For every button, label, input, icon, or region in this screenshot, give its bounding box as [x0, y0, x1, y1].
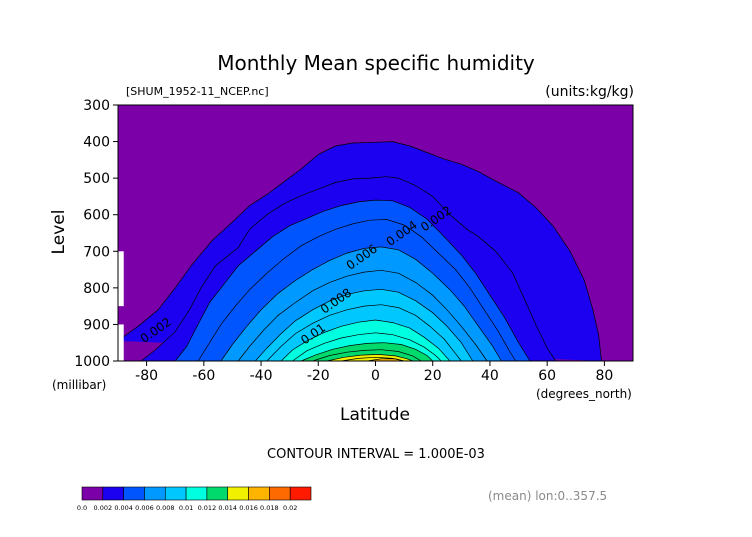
x-tick-label-6: 40 [481, 368, 499, 384]
x-axis-unit: (degrees_north) [536, 387, 632, 401]
colorbar-swatch-2 [123, 486, 145, 501]
footer-note: (mean) lon:0..357.5 [488, 489, 607, 503]
colorbar-label-5: 0.01 [179, 504, 193, 512]
colorbar-label-0: 0.0 [77, 504, 87, 512]
y-tick-label-4: 700 [83, 244, 110, 260]
chart-title: Monthly Mean specific humidity [217, 51, 535, 75]
missing-data-region [118, 251, 124, 307]
y-axis-unit: (millibar) [52, 378, 106, 392]
contour-line-3 [197, 219, 516, 362]
source-label: [SHUM_1952-11_NCEP.nc] [126, 85, 269, 98]
colorbar-label-3: 0.006 [135, 504, 154, 512]
colorbar-label-9: 0.018 [260, 504, 279, 512]
contour-line-9 [292, 332, 442, 362]
contour-line-11 [312, 349, 422, 362]
x-tick-label-3: -20 [307, 368, 330, 384]
colorbar-swatch-1 [102, 486, 124, 501]
contour-line-0 [117, 141, 602, 362]
contour-line-5 [237, 269, 488, 362]
colorbar-label-7: 0.014 [218, 504, 237, 512]
x-tick-label-1: -60 [192, 368, 215, 384]
colorbar-swatch-8 [248, 486, 270, 501]
y-tick-label-2: 500 [83, 171, 110, 187]
colorbar-label-8: 0.016 [239, 504, 258, 512]
colorbar: 0.0 0.002 0.004 0.006 0.008 0.01 0.012 0.014 0.0… [77, 486, 312, 512]
contour-line-7 [266, 304, 462, 362]
contour-line-14 [366, 358, 405, 362]
colorbar-swatch-4 [164, 486, 187, 501]
colorbar-swatch-7 [227, 486, 249, 501]
colorbar-swatch-5 [185, 486, 208, 501]
colorbar-swatch-6 [206, 486, 229, 501]
contour-line-6 [255, 288, 474, 362]
y-tick-label-6: 900 [83, 317, 110, 333]
colorbar-swatch-10 [289, 486, 312, 501]
colorbar-label-6: 0.012 [198, 504, 217, 512]
y-tick-label-1: 400 [83, 135, 110, 151]
colorbar-label-4: 0.008 [156, 504, 175, 512]
x-tick-label-8: 80 [595, 368, 613, 384]
y-axis-label: Level [49, 210, 69, 255]
y-tick-label-3: 600 [83, 208, 110, 224]
y-tick-label-0: 300 [83, 98, 110, 114]
x-axis: -80 -60 -40 -20 0 20 40 60 80 [135, 361, 613, 384]
x-tick-label-0: -80 [135, 368, 158, 384]
contour-fill-14 [366, 358, 405, 361]
x-tick-label-5: 20 [424, 368, 442, 384]
colorbar-swatch-0 [81, 486, 104, 501]
colorbar-label-10: 0.02 [283, 504, 297, 512]
colorbar-swatch-9 [269, 486, 291, 501]
y-tick-label-7: 1000 [74, 354, 110, 370]
contour-line-8 [280, 319, 451, 362]
units-label: (units:kg/kg) [545, 84, 634, 100]
contour-line-2 [174, 199, 531, 362]
contour-line-12 [326, 354, 413, 362]
x-axis-label: Latitude [340, 405, 410, 425]
colorbar-swatch-3 [144, 486, 166, 501]
missing-data-region-lower [118, 324, 124, 361]
contour-interval-text: CONTOUR INTERVAL = 1.000E-03 [267, 447, 485, 462]
contour-line-4 [220, 246, 502, 362]
y-axis: 300 400 500 600 700 800 900 1000 [74, 98, 118, 370]
x-tick-label-7: 60 [538, 368, 556, 384]
contour-line-1 [140, 176, 557, 362]
contour-line-10 [300, 342, 433, 362]
x-tick-label-4: 0 [371, 368, 380, 384]
y-tick-label-5: 800 [83, 281, 110, 297]
x-tick-label-2: -40 [250, 368, 273, 384]
colorbar-label-1: 0.002 [94, 504, 113, 512]
colorbar-label-2: 0.004 [114, 504, 133, 512]
